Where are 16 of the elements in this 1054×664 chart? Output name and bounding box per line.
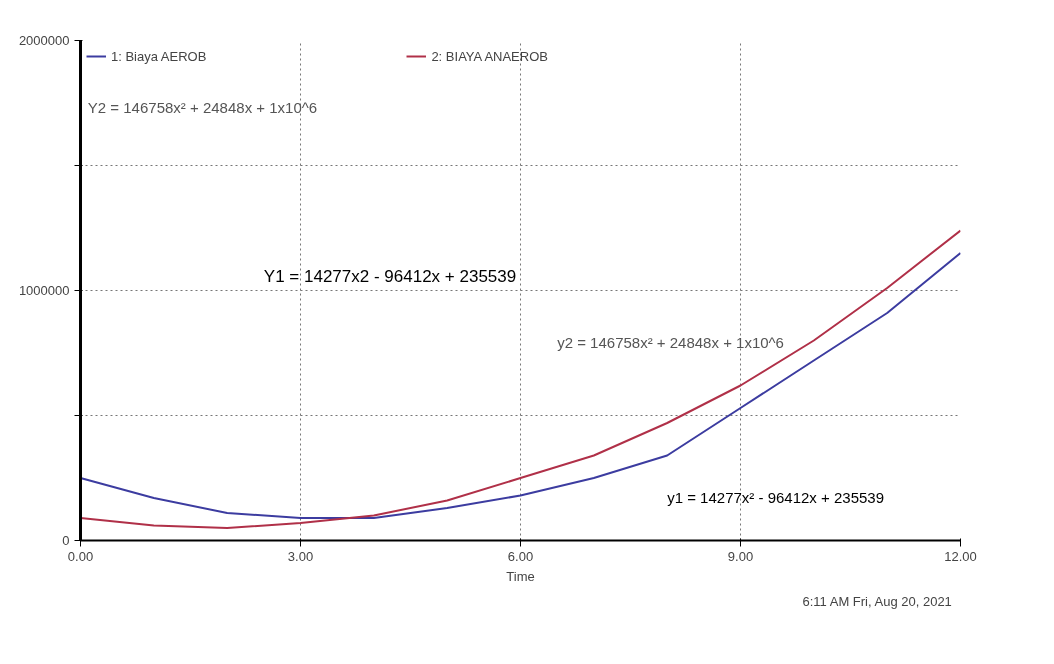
text: 6:11 AM Fri, Aug 20, 2021 xyxy=(802,593,952,609)
annotation: y1 = 14277x² - 96412x + 235539 xyxy=(667,488,885,506)
x-tick-label: 12.00 xyxy=(944,548,977,564)
y-tick-label: 1000000 xyxy=(18,283,70,298)
y-tick-label: 2000000 xyxy=(18,33,70,48)
x-tick-label: 6.00 xyxy=(507,548,534,564)
annotation: Y2 = 146758x² + 24848x + 1x10^6 xyxy=(87,98,318,116)
y-tick-label: 0 xyxy=(62,533,70,548)
x-tick-label: 9.00 xyxy=(727,548,754,564)
legend-label: 2: BIAYA ANAEROB xyxy=(431,48,548,64)
legend-label: 1: Biaya AEROB xyxy=(111,48,207,64)
x-tick-label: 3.00 xyxy=(287,548,314,564)
x-tick-label: 0.00 xyxy=(67,548,94,564)
annotation: Y1 = 14277x2 - 96412x + 235539 xyxy=(263,266,517,286)
x-axis-title: Time xyxy=(506,568,535,584)
annotation: y2 = 146758x² + 24848x + 1x10^6 xyxy=(557,333,784,351)
